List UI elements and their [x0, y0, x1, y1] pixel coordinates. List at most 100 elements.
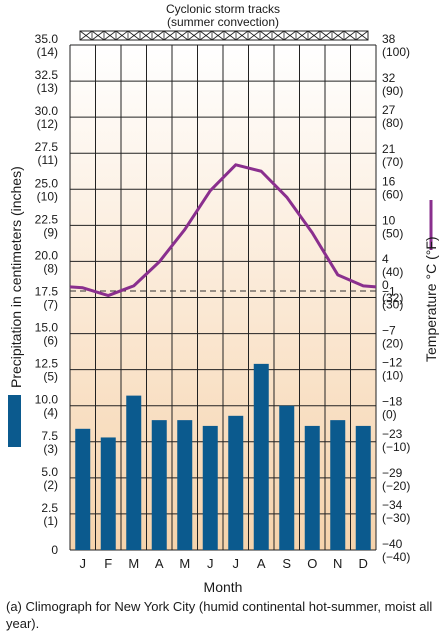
- left-tick-label-cm: 0: [51, 543, 58, 557]
- right-tick-label-f: (0): [382, 408, 397, 422]
- left-tick-label-cm: 25.0: [35, 176, 59, 190]
- left-axis-title: Precipitation in centimeters (inches): [8, 166, 24, 388]
- right-tick-label-c: −7: [382, 323, 396, 337]
- left-tick-label-cm: 10.0: [35, 393, 59, 407]
- right-tick-label-c: −23: [382, 427, 403, 441]
- x-axis-label: Month: [204, 579, 243, 595]
- right-tick-label-c: 16: [382, 174, 396, 188]
- storm-track-hatch: [103, 30, 117, 41]
- left-tick-label-in: (6): [43, 334, 58, 348]
- month-tick-label: J: [233, 556, 240, 571]
- right-tick-label-c: −29: [382, 466, 403, 480]
- right-tick-label-f: (−40): [382, 550, 410, 564]
- month-tick-label: J: [207, 556, 214, 571]
- right-tick-label-c: 21: [382, 142, 396, 156]
- right-axis-title: Temperature °C (°F): [423, 236, 439, 362]
- precipitation-bar: [355, 425, 371, 550]
- right-tick-label-f: (70): [382, 155, 403, 169]
- precipitation-bar: [151, 420, 167, 550]
- right-tick-label-f: (80): [382, 116, 403, 130]
- right-tick-label-c: −1: [382, 285, 396, 299]
- right-tick-label-c: −18: [382, 395, 403, 409]
- right-tick-label-f: (50): [382, 226, 403, 240]
- storm-track-sublabel: (summer convection): [167, 15, 279, 29]
- precipitation-bar: [279, 405, 295, 550]
- precipitation-bar: [75, 428, 91, 550]
- month-tick-label: M: [179, 556, 190, 571]
- left-tick-label-in: (14): [37, 45, 58, 59]
- right-tick-label-f: (−10): [382, 440, 410, 454]
- precipitation-bar: [253, 363, 269, 550]
- left-tick-label-in: (5): [43, 370, 58, 384]
- month-tick-label: D: [359, 556, 368, 571]
- storm-track-hatch: [91, 30, 105, 41]
- storm-track-hatch: [151, 30, 165, 41]
- left-tick-label-in: (11): [38, 153, 58, 167]
- right-tick-label-c: −40: [382, 537, 403, 551]
- storm-track-hatch: [163, 30, 177, 41]
- right-tick-label-c: 32: [382, 71, 396, 85]
- month-tick-label: M: [128, 556, 139, 571]
- left-tick-label-cm: 35.0: [35, 32, 59, 46]
- storm-track-hatch: [247, 30, 261, 41]
- left-tick-label-in: (4): [43, 406, 58, 420]
- left-tick-label-cm: 2.5: [41, 501, 58, 515]
- figure-caption: (a) Climograph for New York City (humid …: [6, 599, 433, 631]
- storm-track-label: Cyclonic storm tracks: [166, 2, 280, 16]
- right-tick-label-f: (20): [382, 336, 403, 350]
- precipitation-bar: [100, 437, 116, 550]
- right-tick-label-c: 0: [382, 278, 389, 292]
- left-tick-label-cm: 12.5: [35, 357, 59, 371]
- left-tick-label-cm: 7.5: [41, 429, 58, 443]
- storm-track-hatch: [235, 30, 249, 41]
- left-tick-label-cm: 27.5: [35, 140, 59, 154]
- precipitation-bar: [330, 420, 346, 550]
- storm-track-hatch: [331, 30, 345, 41]
- storm-track-hatch: [199, 30, 213, 41]
- left-tick-label-in: (1): [43, 514, 58, 528]
- storm-track-hatch: [211, 30, 225, 41]
- left-tick-label-in: (12): [37, 117, 58, 131]
- month-tick-label: F: [104, 556, 112, 571]
- right-tick-label-f: (−30): [382, 511, 410, 525]
- storm-track-hatch: [175, 30, 189, 41]
- left-tick-label-in: (10): [37, 189, 58, 203]
- month-tick-label: A: [257, 556, 266, 571]
- precipitation-bar: [202, 425, 218, 550]
- right-tick-label-f: (90): [382, 84, 403, 98]
- storm-track-hatch: [271, 30, 285, 41]
- left-tick-label-in: (9): [43, 225, 58, 239]
- storm-track-hatch: [127, 30, 141, 41]
- storm-track-hatch: [283, 30, 297, 41]
- left-tick-label-cm: 30.0: [35, 104, 59, 118]
- climograph-chart: Cyclonic storm tracks(summer convection)…: [8, 2, 439, 595]
- right-tick-label-c: 38: [382, 32, 396, 46]
- temperature-line: [69, 163, 377, 298]
- right-tick-label-c: 27: [382, 103, 396, 117]
- month-tick-label: J: [80, 556, 87, 571]
- left-tick-label-in: (8): [43, 261, 58, 275]
- storm-track-hatch: [295, 30, 309, 41]
- left-tick-label-cm: 32.5: [35, 68, 59, 82]
- left-tick-label-in: (3): [43, 442, 58, 456]
- left-tick-label-cm: 15.0: [35, 321, 59, 335]
- right-tick-label-f: (−20): [382, 479, 410, 493]
- month-tick-label: A: [155, 556, 164, 571]
- precipitation-legend-swatch: [8, 395, 21, 447]
- storm-track-hatch: [79, 30, 93, 41]
- storm-track-hatch: [319, 30, 333, 41]
- left-tick-label-in: (2): [43, 478, 58, 492]
- left-tick-label-in: (13): [37, 81, 58, 95]
- storm-track-hatch: [187, 30, 201, 41]
- right-tick-label-f: (100): [382, 45, 410, 59]
- precipitation-bar: [177, 420, 193, 550]
- precipitation-bar: [126, 395, 142, 550]
- right-tick-label-c: −12: [382, 356, 403, 370]
- right-tick-label-f: (10): [382, 369, 403, 383]
- storm-track-hatch: [139, 30, 153, 41]
- month-tick-label: N: [333, 556, 342, 571]
- storm-track-hatch: [115, 30, 129, 41]
- right-tick-label-c: 10: [382, 213, 396, 227]
- right-tick-label-f: (32): [382, 291, 403, 305]
- left-tick-label-cm: 17.5: [35, 285, 59, 299]
